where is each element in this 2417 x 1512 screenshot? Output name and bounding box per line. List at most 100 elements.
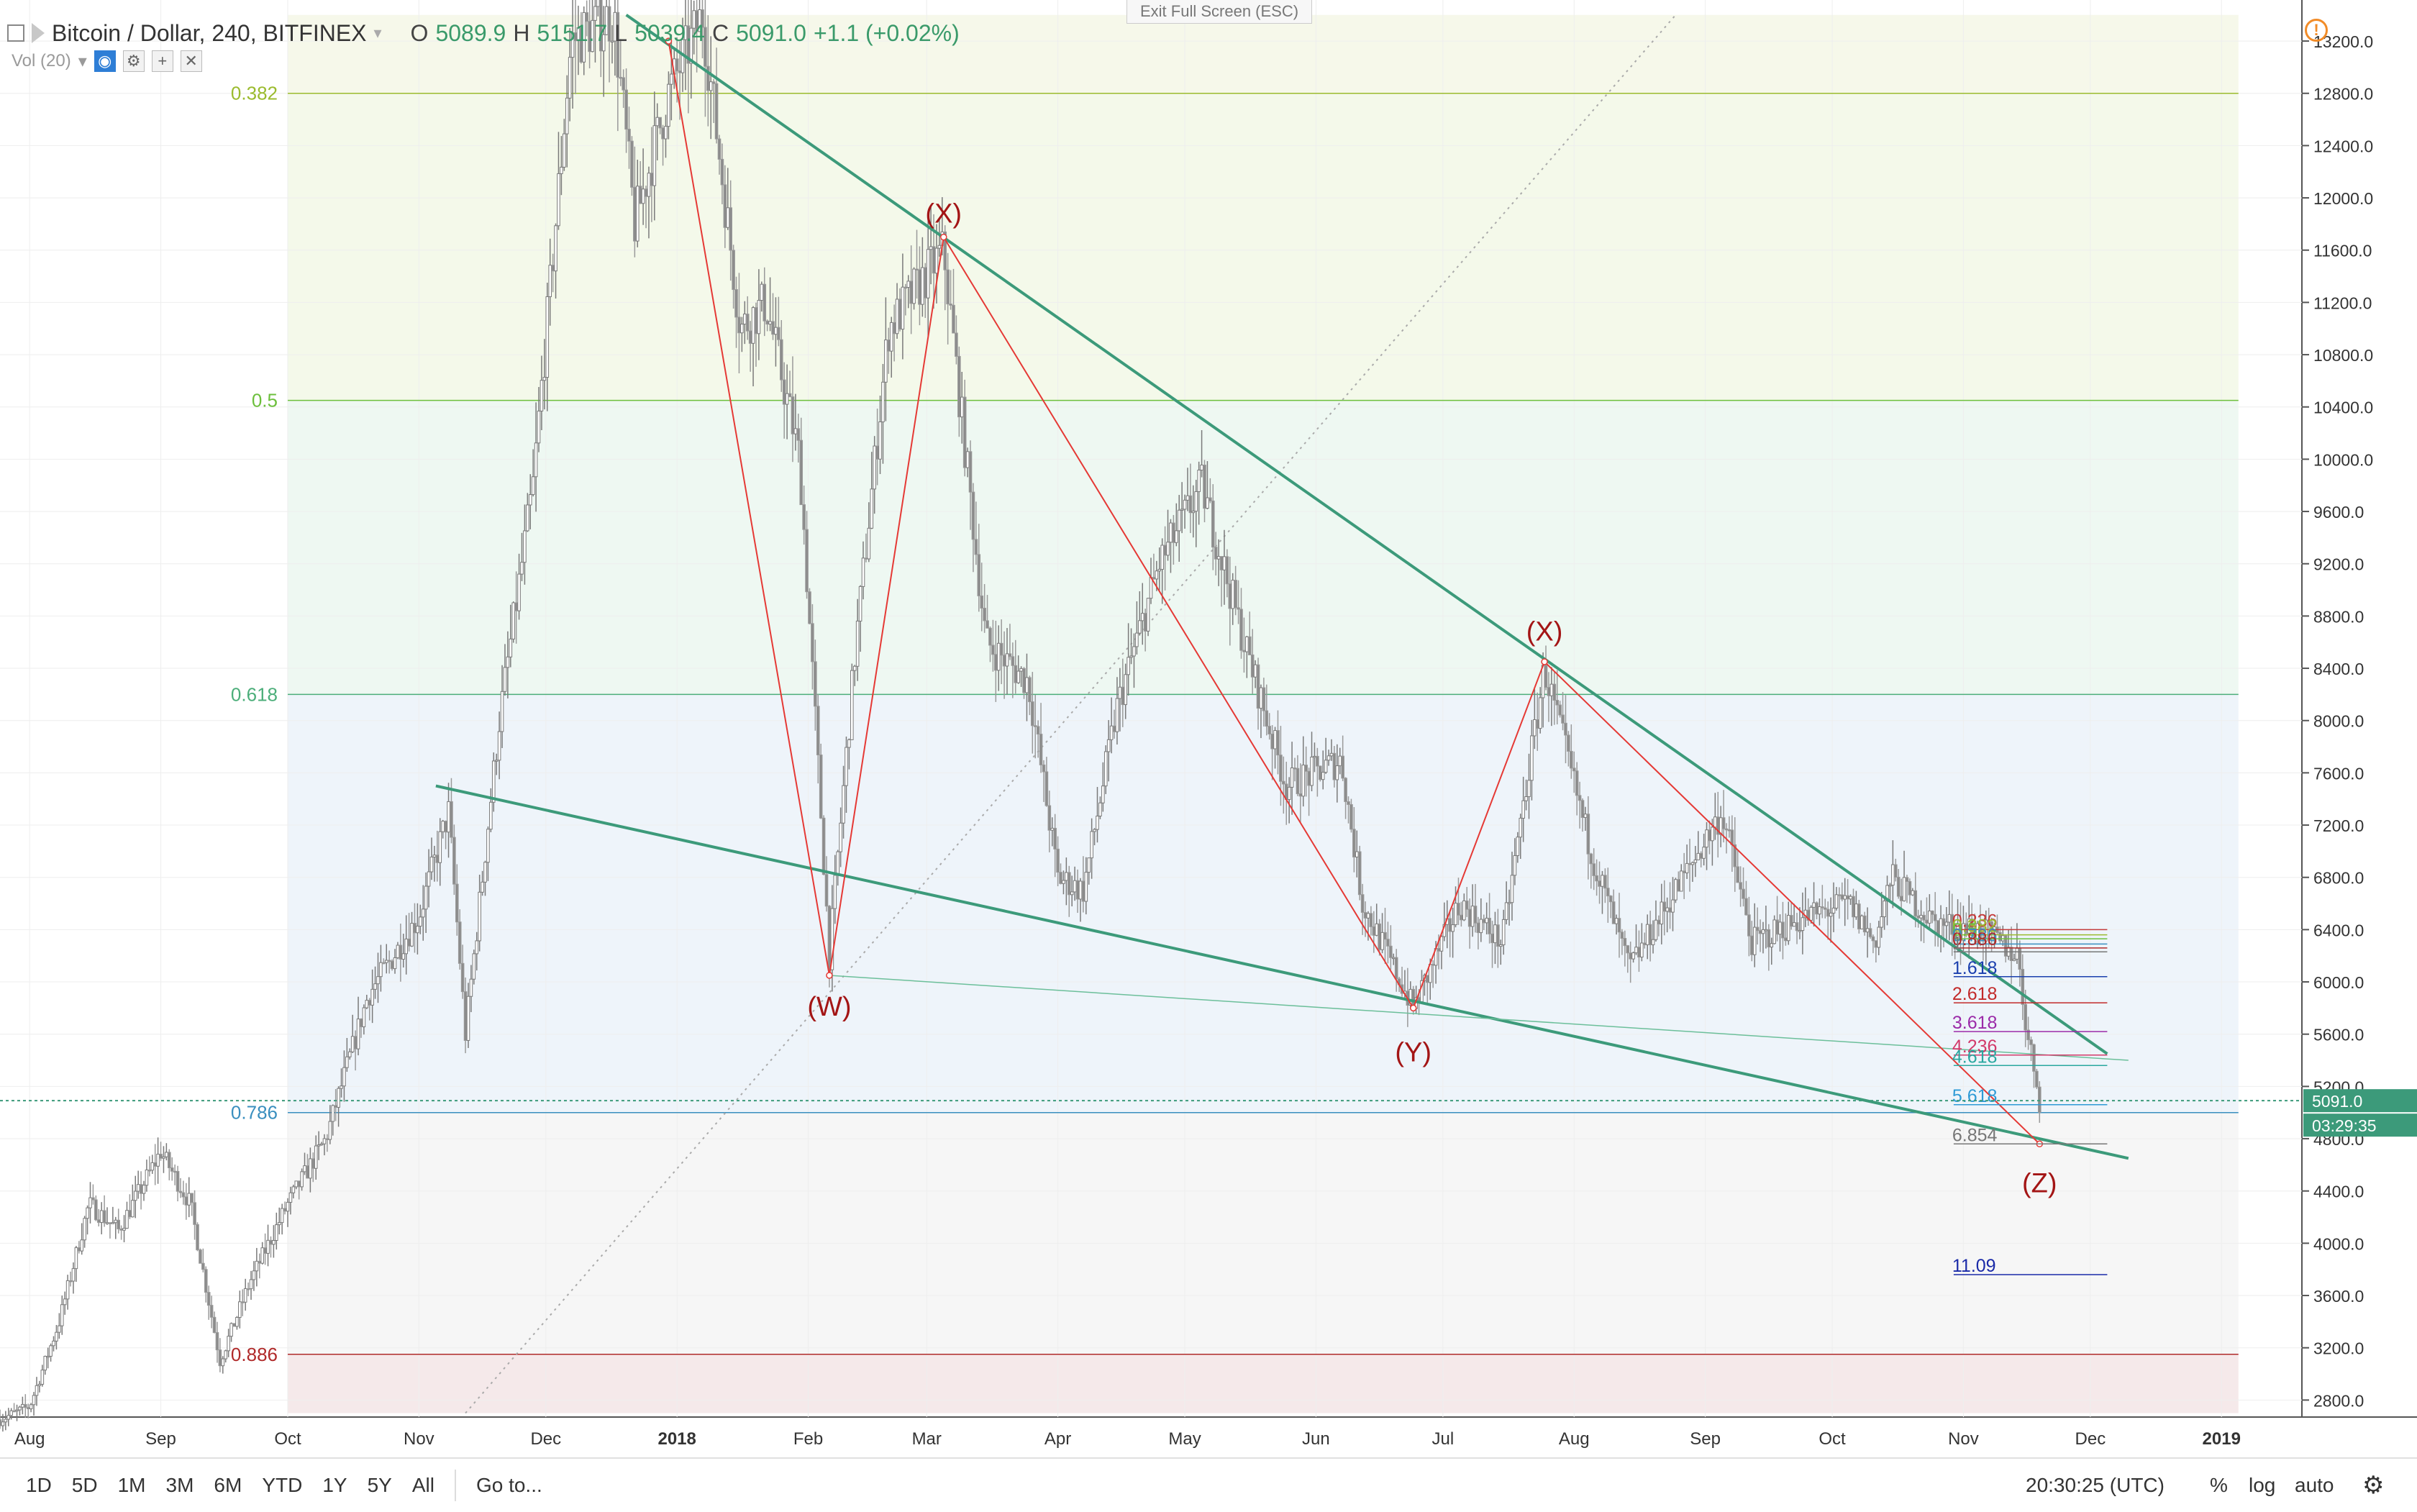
candle-body	[1014, 665, 1018, 683]
close-icon[interactable]: ✕	[180, 50, 202, 72]
candle-body	[1608, 896, 1613, 903]
candle-body	[855, 620, 860, 667]
candle-body	[850, 670, 854, 740]
trendline	[829, 975, 2129, 1061]
candle-body	[1169, 522, 1173, 543]
candle-body	[542, 377, 547, 381]
candle-body	[1253, 664, 1257, 678]
candle-body	[416, 926, 419, 934]
candle-body	[1821, 906, 1824, 908]
candle-body	[704, 27, 707, 67]
candle-body	[1326, 755, 1331, 761]
log-toggle[interactable]: log	[2249, 1474, 2276, 1496]
eye-icon[interactable]: ◉	[94, 50, 116, 72]
candle-body	[58, 1325, 61, 1333]
candle-body	[1601, 875, 1604, 887]
candle-body	[1050, 827, 1055, 831]
chevron-down-icon[interactable]: ▾	[373, 24, 382, 42]
timeframe-5d[interactable]: 5D	[71, 1474, 98, 1496]
candle-body	[1871, 936, 1875, 942]
candle-body	[591, 19, 594, 53]
percent-toggle[interactable]: %	[2210, 1474, 2228, 1496]
volume-legend: Vol (20) ▾ ◉ ⚙ + ✕	[12, 50, 202, 72]
candle-body	[678, 70, 682, 73]
wave-point	[1409, 1004, 1417, 1012]
candle-body	[647, 173, 651, 197]
warning-icon[interactable]: !	[2305, 19, 2328, 42]
candle-body	[1668, 907, 1672, 913]
candle-body	[350, 1036, 355, 1052]
goto-button[interactable]: Go to...	[475, 1474, 542, 1496]
timeframe-ytd[interactable]: YTD	[262, 1474, 303, 1496]
volume-label[interactable]: Vol (20)	[12, 51, 71, 70]
settings-gear-icon[interactable]: ⚙	[2362, 1472, 2385, 1499]
candle-body	[1781, 921, 1785, 939]
candle-body	[1316, 755, 1319, 767]
candle-body	[1460, 914, 1463, 921]
timeframe-all[interactable]: All	[411, 1474, 434, 1496]
candle-body	[1711, 826, 1714, 842]
candle-body	[1614, 918, 1619, 924]
candle-body	[1028, 677, 1032, 703]
candle-body	[1304, 765, 1308, 772]
candle-body	[1944, 921, 1949, 926]
candle-body	[740, 324, 744, 334]
timeframe-1m[interactable]: 1M	[117, 1474, 146, 1496]
candle-body	[867, 527, 871, 560]
candle-body	[128, 1210, 132, 1218]
candle-body	[277, 1222, 281, 1226]
candle-body	[331, 1105, 335, 1122]
timeframe-5y[interactable]: 5Y	[367, 1474, 392, 1496]
candle-body	[441, 821, 445, 832]
candle-body	[1521, 800, 1525, 819]
candle-body	[21, 1403, 24, 1408]
candle-body	[774, 327, 778, 335]
candle-body	[1775, 919, 1779, 935]
timeframe-6m[interactable]: 6M	[214, 1474, 242, 1496]
candle-body	[2015, 947, 2019, 960]
candle-body	[898, 299, 902, 330]
candle-body	[1699, 852, 1703, 859]
timeframe-group: 1D 5D 1M 3M 6M YTD 1Y 5Y All	[0, 1474, 445, 1497]
wave-point	[826, 972, 833, 979]
candle-body	[1578, 795, 1582, 801]
plus-icon[interactable]: +	[151, 50, 173, 72]
candle-body	[596, 0, 600, 7]
candle-body	[1651, 939, 1655, 945]
candle-body	[173, 1170, 177, 1173]
y-tick-label: 10400.0	[2313, 399, 2373, 417]
auto-toggle[interactable]: auto	[2295, 1474, 2334, 1496]
timeframe-1y[interactable]: 1Y	[322, 1474, 347, 1496]
candle-body	[1530, 735, 1534, 781]
candle-body	[1778, 921, 1782, 935]
chevron-down-icon[interactable]: ▾	[78, 51, 87, 71]
candle-body	[1854, 903, 1858, 918]
candle-body	[1524, 796, 1528, 801]
wave-label: (Y)	[1395, 1038, 1431, 1068]
candle-body	[923, 267, 927, 299]
timeframe-1d[interactable]: 1D	[26, 1474, 52, 1496]
candle-body	[1067, 872, 1071, 896]
candle-body	[1185, 495, 1190, 501]
candle-body	[306, 1165, 309, 1179]
candle-body	[1002, 655, 1006, 667]
candle-body	[1496, 924, 1500, 947]
gear-icon[interactable]: ⚙	[122, 50, 145, 72]
timeframe-3m[interactable]: 3M	[165, 1474, 194, 1496]
candle-body	[1166, 542, 1170, 556]
candle-body	[1485, 917, 1488, 924]
candle-body	[1219, 556, 1224, 570]
fib-extension-label: 5.618	[1952, 1086, 1998, 1106]
candle-body	[249, 1279, 253, 1290]
candle-body	[221, 1358, 225, 1367]
collapse-icon[interactable]	[7, 24, 24, 42]
candle-body	[986, 620, 989, 629]
utc-clock[interactable]: 20:30:25 (UTC)	[2026, 1474, 2165, 1496]
candle-body	[1978, 923, 1983, 939]
candle-body	[1679, 870, 1683, 892]
candle-body	[531, 476, 535, 496]
exit-fullscreen-button[interactable]: Exit Full Screen (ESC)	[1126, 0, 1313, 24]
candle-body	[1211, 500, 1215, 548]
symbol-title[interactable]: Bitcoin / Dollar, 240, BITFINEX	[52, 19, 367, 46]
